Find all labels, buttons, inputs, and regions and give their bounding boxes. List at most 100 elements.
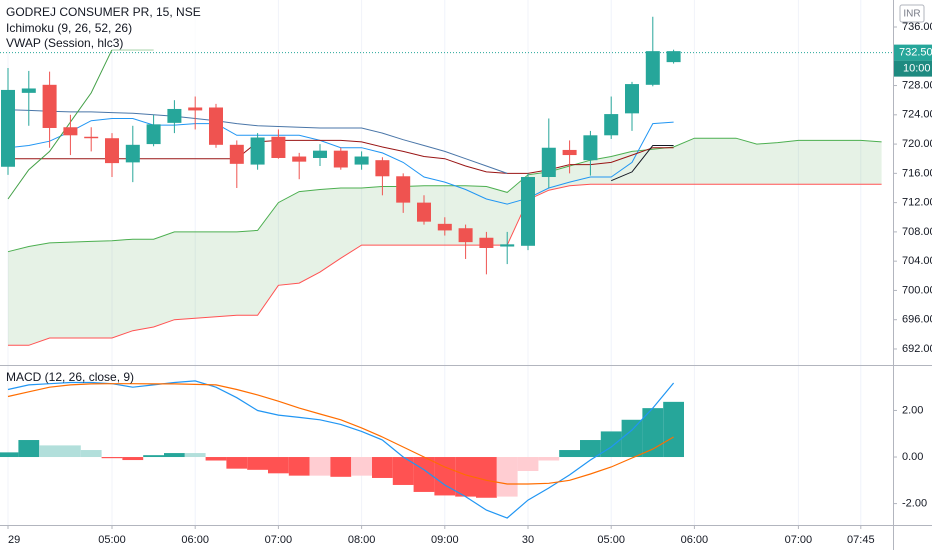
histogram-bar [351,457,372,476]
histogram-bar [80,450,102,458]
candle-body [396,176,411,203]
histogram-bar [455,457,476,497]
histogram-bar [184,453,206,458]
y-tick-label: -2.00 [902,497,927,509]
indicator-line [7,118,674,205]
macd-title: MACD (12, 26, close, 9) [6,370,134,384]
indicator-line [7,109,508,174]
chart-title: GODREJ CONSUMER PR, 15, NSE [6,5,201,19]
y-tick-label: 0.00 [902,451,923,463]
y-tick-label: 2.00 [902,404,923,416]
histogram-bar [663,401,684,458]
candle-body [583,135,598,161]
histogram-bar [288,457,310,476]
candle-body [625,84,639,114]
x-tick-label: 07:00 [785,534,813,546]
currency: INR [903,9,920,20]
x-tick-label: 07:45 [847,534,875,546]
histogram-bar [226,457,248,469]
leading-span-a [7,137,882,253]
histogram-bar [205,457,227,461]
histogram-bar [101,457,123,459]
legend-bg [0,0,200,50]
candle-body [250,137,265,165]
candle-body [541,147,556,178]
candle-body [645,51,660,85]
histogram-bar [268,457,289,474]
histogram-bar [496,457,518,497]
histogram-bar [580,440,601,458]
x-tick-label: 09:00 [431,534,459,546]
x-tick-label: 29 [8,534,20,546]
countdown: 10:00 [903,63,931,75]
histogram-bar [559,450,580,458]
grid [7,0,862,525]
candle-body [21,88,36,93]
candle-body [500,244,515,247]
y-tick-label: 712.00 [902,197,932,209]
candle-body [604,114,619,136]
histogram-bar [538,457,560,461]
histogram-bar [60,445,81,458]
candle-body [458,228,473,243]
cloud-fill [8,138,882,346]
histogram-bar [39,445,60,458]
candle-body [1,89,15,167]
histogram-bar [434,457,456,496]
last-price-label: 732.50 [899,47,932,59]
y-tick-label: 724.00 [902,109,932,121]
indicator-label: VWAP (Session, hlc3) [6,36,123,50]
candle-body [167,108,182,123]
candle-body [333,150,348,168]
histogram-bar [0,452,19,458]
x-tick-label: 06:00 [181,534,209,546]
countdown-box [894,60,932,77]
candle-body [42,84,57,128]
histogram-bar [642,408,664,458]
x-tick-label: 07:00 [265,534,293,546]
candle-body [63,127,78,136]
y-tick-label: 736.00 [902,21,932,33]
y-tick-label: 708.00 [902,226,932,238]
y-tick-label: 700.00 [902,284,932,296]
indicator-label: Ichimoku (9, 26, 52, 26) [6,21,132,35]
candle-body [479,237,494,248]
candle-body [666,51,681,63]
candle-body [313,150,327,158]
histogram-bar [413,457,435,492]
leading-span-b [8,183,882,346]
candle-body [562,149,577,156]
histogram-bar [143,455,164,458]
candle-body [375,160,390,177]
histogram-bar [164,453,185,458]
histogram-bar [18,440,40,458]
histogram-bar [392,457,414,485]
candle-body [188,107,203,111]
last-price-box [894,44,932,61]
macd-line [7,383,674,485]
candle-body [84,136,99,139]
candle-body [105,138,119,164]
axes: 692.00 696.00 700.00 704.00 708.00 712.00 716.… [7,21,932,546]
candle-body [125,144,140,163]
y-tick-label: 728.00 [902,79,932,91]
candle-body [146,124,161,145]
x-tick-label: 30 [522,534,534,546]
currency-box[interactable] [899,4,925,23]
histogram-bar [372,457,393,478]
y-tick-label: 704.00 [902,255,932,267]
y-tick-label: 696.00 [902,314,932,326]
candle-body [209,107,223,145]
macd-line [7,380,675,519]
histogram-bar [247,457,268,470]
histogram-bar [309,457,331,476]
y-tick-label: 692.00 [902,343,932,355]
histogram-bar [621,419,643,458]
histogram-bar [330,457,352,477]
x-tick-label: 05:00 [597,534,625,546]
indicator-line [611,145,674,182]
candle-body [354,156,369,165]
plot [0,16,893,519]
candle-body [417,202,431,222]
x-tick-label: 05:00 [98,534,126,546]
